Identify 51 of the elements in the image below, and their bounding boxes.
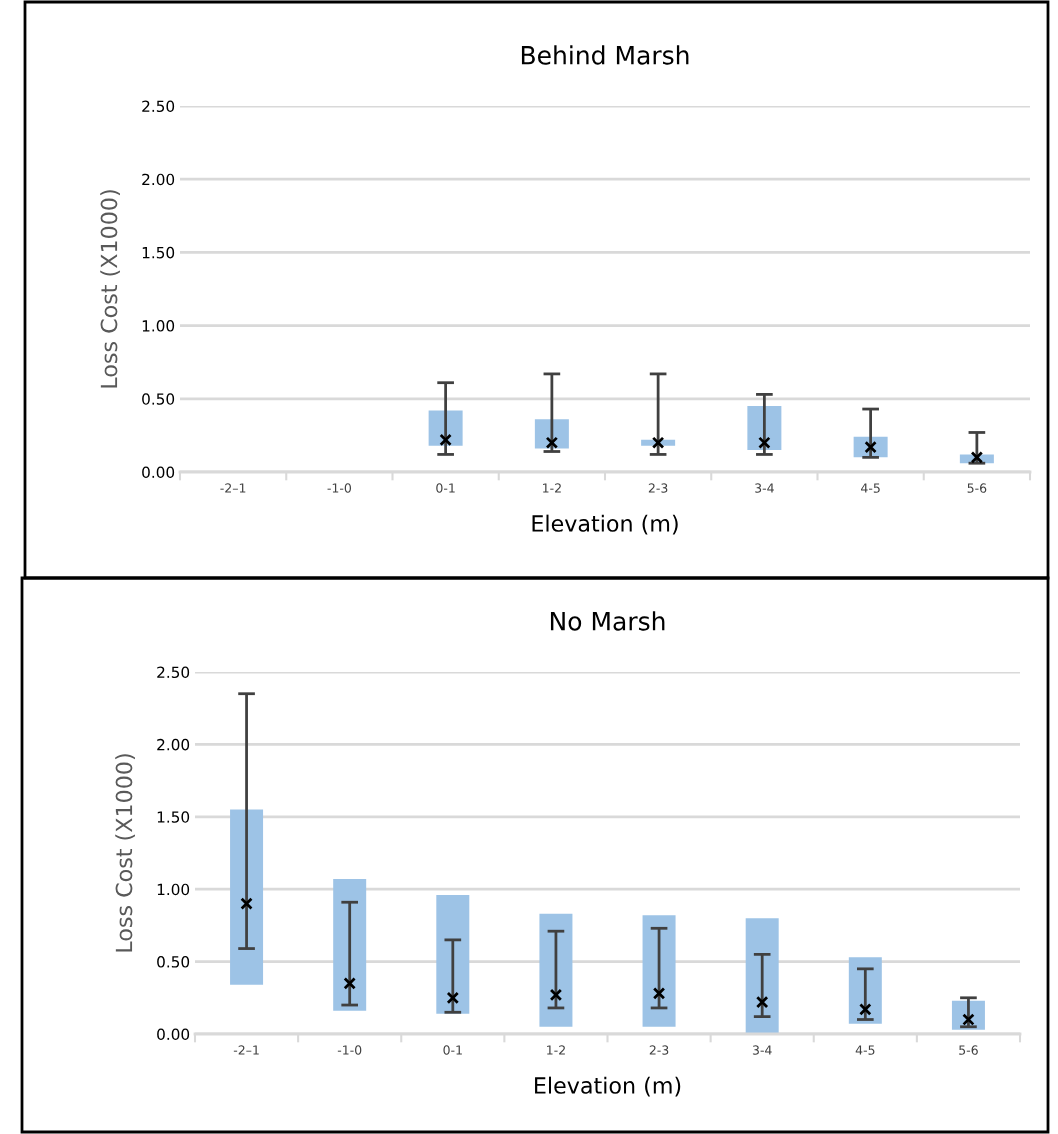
point [758,436,771,449]
x-tick-label: -1-0 [327,483,352,493]
bar [436,894,470,1014]
point [343,977,356,990]
x-tick-label: 5-6 [959,1045,978,1055]
y-tick-label: 2.50 [142,100,175,113]
x-axis-title: Elevation (m) [535,1076,681,1097]
point [652,987,666,1000]
x-tick-label: 1-2 [543,483,561,493]
point [755,995,769,1009]
point [651,436,665,449]
bar [539,913,573,1027]
point [240,897,253,910]
y-tick-label: 0.00 [142,466,175,479]
bar [230,809,264,985]
x-tick-label: 2-3 [649,1045,669,1055]
x-tick-label: 5-6 [967,483,987,493]
y-tick-label: 0.50 [157,956,190,968]
y-tick-label: 2.50 [157,666,190,679]
y-tick-label: 0.50 [142,393,175,405]
y-tick-label: 0.00 [157,1028,190,1041]
bar [745,918,779,1034]
point [859,1003,872,1016]
point [545,436,559,449]
y-tick-label: 1.00 [157,883,190,896]
bar [642,915,676,1027]
x-tick-label: 2-3 [648,483,668,493]
chart-title: Behind Marsh [521,45,689,65]
x-axis-title: Elevation (m) [532,514,678,535]
x-tick-label: 4-5 [855,1045,875,1055]
chart-title: No Marsh [550,611,665,631]
x-tick-label: 0-1 [443,1045,462,1055]
x-tick-label: -2–1 [220,483,246,493]
point [439,433,452,447]
x-tick-label: 4-5 [861,483,880,493]
point [970,451,984,464]
point [446,991,460,1005]
x-tick-label: 0-1 [436,483,455,493]
x-tick-label: 3-4 [755,483,774,493]
x-tick-label: -1-0 [337,1045,362,1055]
x-tick-label: 1-2 [547,1045,565,1055]
y-axis-title: Loss Cost (X1000) [100,190,120,388]
y-tick-label: 1.50 [157,811,190,823]
x-tick-label: 3-4 [752,1045,772,1055]
y-tick-label: 2.00 [157,738,190,751]
y-axis-title: Loss Cost (X1000) [115,754,135,952]
x-tick-label: -2–1 [233,1045,259,1055]
y-tick-label: 1.00 [142,320,175,332]
point [549,988,563,1002]
y-tick-label: 2.00 [142,173,175,186]
y-tick-label: 1.50 [142,246,175,259]
